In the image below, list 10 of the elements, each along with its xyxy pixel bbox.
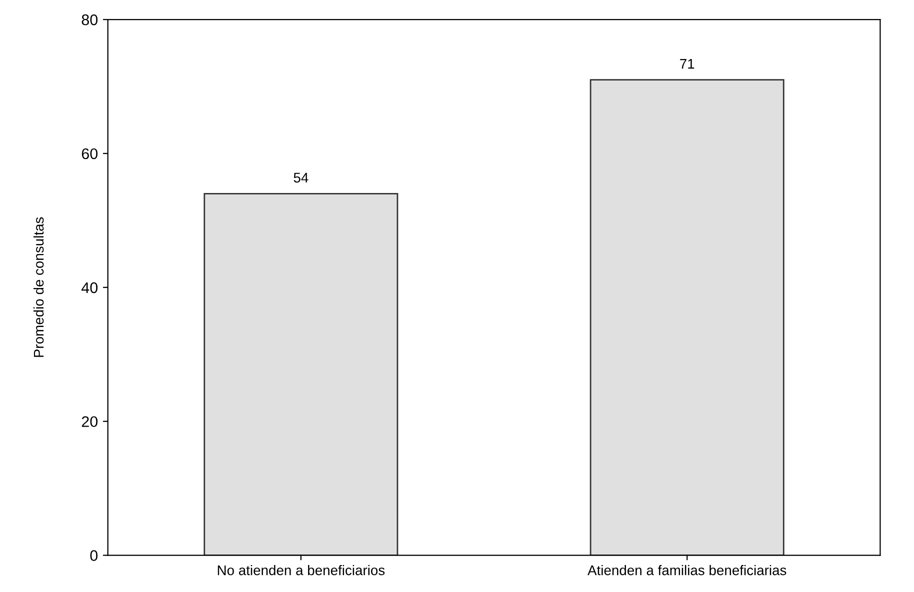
y-tick-label: 0 bbox=[90, 550, 98, 561]
y-axis-title: Promedio de consultas bbox=[33, 217, 44, 357]
data-label: 54 bbox=[294, 172, 308, 183]
y-tick-label: 80 bbox=[82, 14, 98, 26]
x-tick-label: No atienden a beneficiarios bbox=[218, 565, 385, 576]
y-tick-label: 40 bbox=[81, 282, 98, 294]
data-label: 71 bbox=[680, 59, 694, 69]
y-tick-label: 20 bbox=[82, 416, 98, 428]
y-tick-label: 60 bbox=[82, 148, 98, 160]
x-tick-label: Atienden a familias beneficiarias bbox=[588, 565, 786, 576]
